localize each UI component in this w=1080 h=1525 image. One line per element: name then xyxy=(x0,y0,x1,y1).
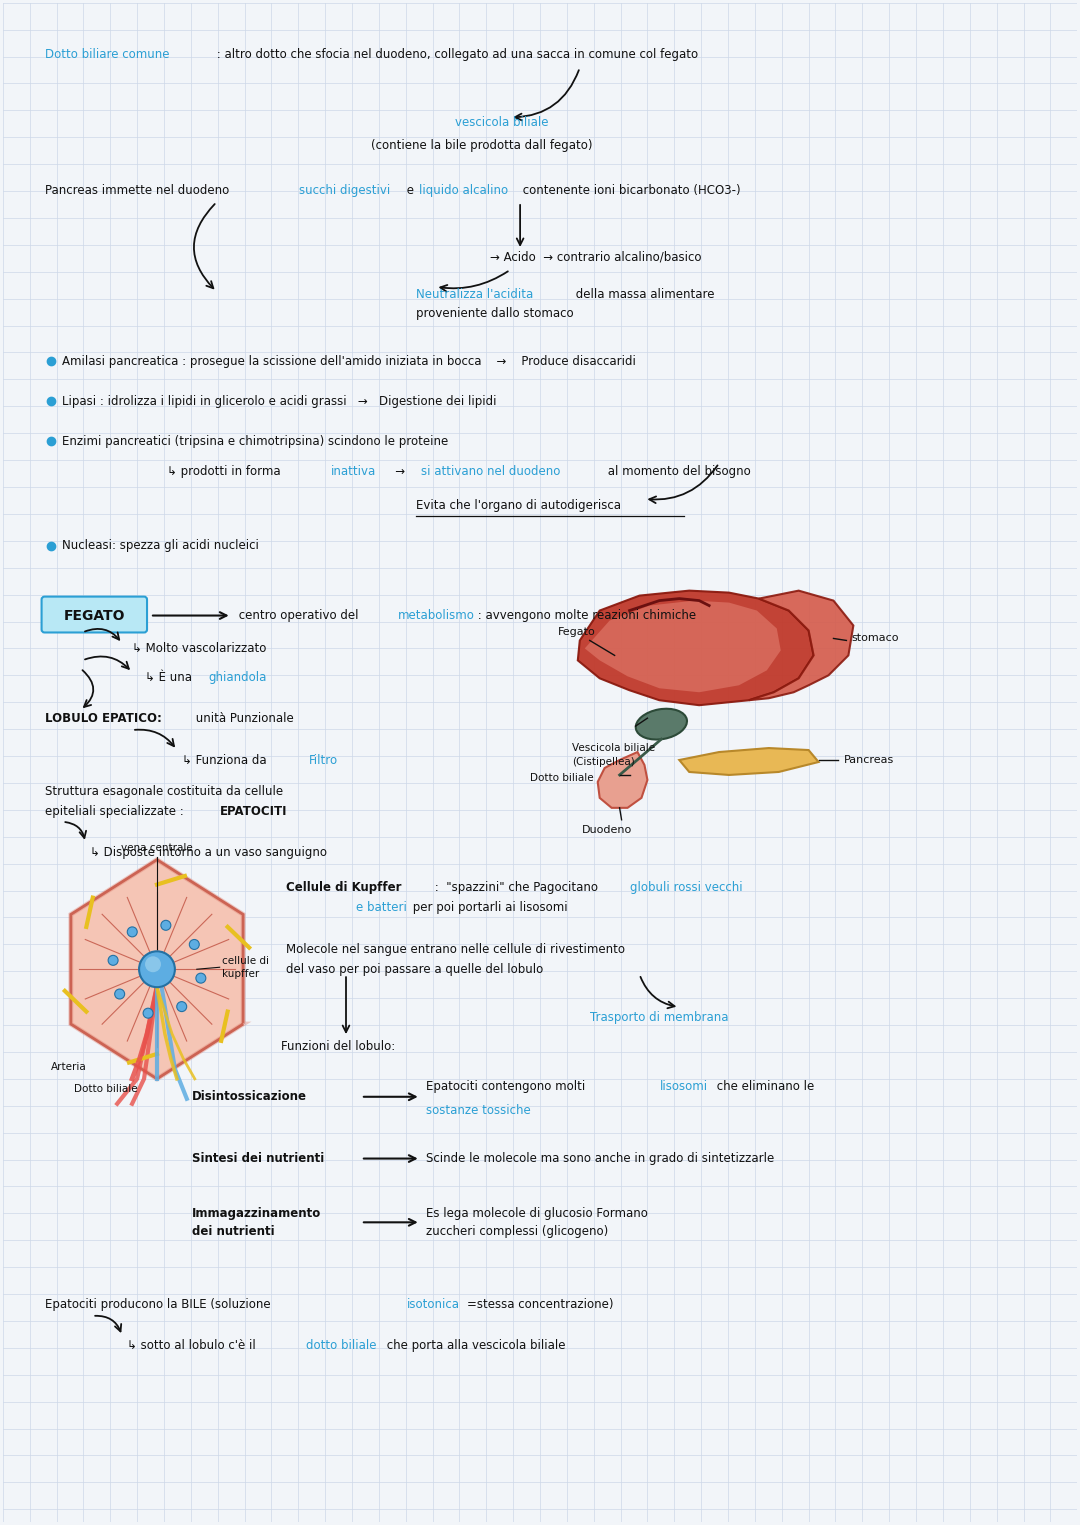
Text: e: e xyxy=(403,183,418,197)
Text: Epatociti contengono molti: Epatociti contengono molti xyxy=(426,1080,589,1093)
Text: EPATOCITI: EPATOCITI xyxy=(219,805,287,819)
Polygon shape xyxy=(71,860,243,1078)
Text: FEGATO: FEGATO xyxy=(64,608,125,622)
Text: ↳ Disposte intorno a un vaso sanguigno: ↳ Disposte intorno a un vaso sanguigno xyxy=(91,846,327,859)
Circle shape xyxy=(144,1008,153,1019)
Text: LOBULO EPATICO:: LOBULO EPATICO: xyxy=(44,712,161,724)
Circle shape xyxy=(195,973,206,984)
Text: Evita che l'organo di autodigerisca: Evita che l'organo di autodigerisca xyxy=(416,500,621,512)
Text: Disintossicazione: Disintossicazione xyxy=(192,1090,307,1103)
Text: che porta alla vescicola biliale: che porta alla vescicola biliale xyxy=(382,1339,565,1353)
Text: kupffer: kupffer xyxy=(221,970,259,979)
Text: dei nutrienti: dei nutrienti xyxy=(192,1225,274,1238)
Ellipse shape xyxy=(636,709,687,740)
Text: Arteria: Arteria xyxy=(51,1061,86,1072)
Polygon shape xyxy=(597,752,647,808)
Polygon shape xyxy=(679,749,819,775)
Text: epiteliali specializzate :: epiteliali specializzate : xyxy=(44,805,187,819)
Text: Pancreas immette nel duodeno: Pancreas immette nel duodeno xyxy=(44,183,232,197)
Text: ↳ È una: ↳ È una xyxy=(145,671,195,683)
Text: (Cistipellea): (Cistipellea) xyxy=(571,756,635,767)
Text: Dotto biliale: Dotto biliale xyxy=(530,773,594,782)
Text: Trasporto di membrana: Trasporto di membrana xyxy=(590,1011,728,1023)
Circle shape xyxy=(108,955,118,965)
Text: ↳ Funziona da: ↳ Funziona da xyxy=(181,753,270,767)
Text: si attivano nel duodeno: si attivano nel duodeno xyxy=(420,465,561,477)
Text: Es lega molecole di glucosio Formano: Es lega molecole di glucosio Formano xyxy=(426,1206,648,1220)
Text: Epatociti producono la BILE (soluzione: Epatociti producono la BILE (soluzione xyxy=(44,1298,274,1310)
Text: del vaso per poi passare a quelle del lobulo: del vaso per poi passare a quelle del lo… xyxy=(286,962,543,976)
Circle shape xyxy=(114,990,124,999)
Text: lisosomi: lisosomi xyxy=(660,1080,707,1093)
Text: dotto biliale: dotto biliale xyxy=(307,1339,377,1353)
Text: isotonica: isotonica xyxy=(407,1298,460,1310)
Text: : altro dotto che sfocia nel duodeno, collegato ad una sacca in comune col fegat: : altro dotto che sfocia nel duodeno, co… xyxy=(213,49,698,61)
Text: vena centrale: vena centrale xyxy=(121,843,193,852)
Text: Sintesi dei nutrienti: Sintesi dei nutrienti xyxy=(192,1151,324,1165)
Text: succhi digestivi: succhi digestivi xyxy=(299,183,391,197)
Text: ↳ prodotti in forma: ↳ prodotti in forma xyxy=(167,465,284,477)
Text: Molecole nel sangue entrano nelle cellule di rivestimento: Molecole nel sangue entrano nelle cellul… xyxy=(286,942,625,956)
Text: Funzioni del lobulo:: Funzioni del lobulo: xyxy=(281,1040,395,1054)
Text: ↳ Molto vascolarizzato: ↳ Molto vascolarizzato xyxy=(132,642,267,654)
Text: cellule di: cellule di xyxy=(221,956,269,967)
Text: Nucleasi: spezza gli acidi nucleici: Nucleasi: spezza gli acidi nucleici xyxy=(63,540,259,552)
Text: : avvengono molte reazioni chimiche: : avvengono molte reazioni chimiche xyxy=(474,608,697,622)
Text: (contiene la bile prodotta dall fegato): (contiene la bile prodotta dall fegato) xyxy=(370,139,592,153)
Text: proveniente dallo stomaco: proveniente dallo stomaco xyxy=(416,307,573,320)
Text: per poi portarli ai lisosomi: per poi portarli ai lisosomi xyxy=(408,901,567,913)
Circle shape xyxy=(161,920,171,930)
Text: centro operativo del: centro operativo del xyxy=(234,608,362,622)
Text: vescicola biliale: vescicola biliale xyxy=(456,116,549,128)
Text: Pancreas: Pancreas xyxy=(843,755,893,766)
Text: :  "spazzini" che Pagocitano: : "spazzini" che Pagocitano xyxy=(431,881,602,894)
Circle shape xyxy=(127,927,137,936)
Text: metabolismo: metabolismo xyxy=(397,608,474,622)
Text: →: → xyxy=(383,465,416,477)
Text: Scinde le molecole ma sono anche in grado di sintetizzarle: Scinde le molecole ma sono anche in grad… xyxy=(426,1151,774,1165)
Text: della massa alimentare: della massa alimentare xyxy=(571,288,714,302)
Text: globuli rossi vecchi: globuli rossi vecchi xyxy=(630,881,742,894)
Text: Vescicola biliale: Vescicola biliale xyxy=(571,743,654,753)
Circle shape xyxy=(189,939,200,950)
Text: zuccheri complessi (glicogeno): zuccheri complessi (glicogeno) xyxy=(426,1225,608,1238)
Text: Dotto biliale: Dotto biliale xyxy=(75,1084,138,1093)
Text: Cellule di Kupffer: Cellule di Kupffer xyxy=(286,881,402,894)
Circle shape xyxy=(145,956,161,973)
Text: Lipasi : idrolizza i lipidi in glicerolo e acidi grassi   →   Digestione dei lip: Lipasi : idrolizza i lipidi in glicerolo… xyxy=(63,395,497,407)
Text: Fegato: Fegato xyxy=(558,627,596,637)
Text: unità Punzionale: unità Punzionale xyxy=(192,712,294,724)
Text: Struttura esagonale costituita da cellule: Struttura esagonale costituita da cellul… xyxy=(44,785,283,799)
Text: contenente ioni bicarbonato (HCO3-): contenente ioni bicarbonato (HCO3-) xyxy=(519,183,741,197)
Text: Enzimi pancreatici (tripsina e chimotripsina) scindono le proteine: Enzimi pancreatici (tripsina e chimotrip… xyxy=(63,435,448,448)
Text: Amilasi pancreatica : prosegue la scissione dell'amido iniziata in bocca    →   : Amilasi pancreatica : prosegue la scissi… xyxy=(63,355,636,368)
Text: =stessa concentrazione): =stessa concentrazione) xyxy=(468,1298,613,1310)
Text: e batteri: e batteri xyxy=(356,901,407,913)
Text: Neutralizza l'acidita: Neutralizza l'acidita xyxy=(416,288,532,302)
Text: inattiva: inattiva xyxy=(332,465,376,477)
Text: Duodeno: Duodeno xyxy=(582,825,632,834)
Circle shape xyxy=(177,1002,187,1011)
Text: che eliminano le: che eliminano le xyxy=(713,1080,814,1093)
Polygon shape xyxy=(748,590,853,700)
Text: Filtro: Filtro xyxy=(309,753,338,767)
Text: liquido alcalino: liquido alcalino xyxy=(419,183,508,197)
Text: → Acido  → contrario alcalino/basico: → Acido → contrario alcalino/basico xyxy=(490,250,702,264)
Circle shape xyxy=(139,952,175,987)
Text: Dotto biliare comune: Dotto biliare comune xyxy=(44,49,170,61)
Text: stomaco: stomaco xyxy=(851,633,899,644)
Text: ghiandola: ghiandola xyxy=(208,671,267,683)
Text: ↳ sotto al lobulo c'è il: ↳ sotto al lobulo c'è il xyxy=(127,1339,259,1353)
Text: Immagazzinamento: Immagazzinamento xyxy=(192,1206,321,1220)
Text: sostanze tossiche: sostanze tossiche xyxy=(426,1104,530,1118)
Polygon shape xyxy=(584,601,781,692)
FancyBboxPatch shape xyxy=(41,596,147,633)
Polygon shape xyxy=(578,590,813,705)
Text: al momento del bisogno: al momento del bisogno xyxy=(604,465,751,477)
